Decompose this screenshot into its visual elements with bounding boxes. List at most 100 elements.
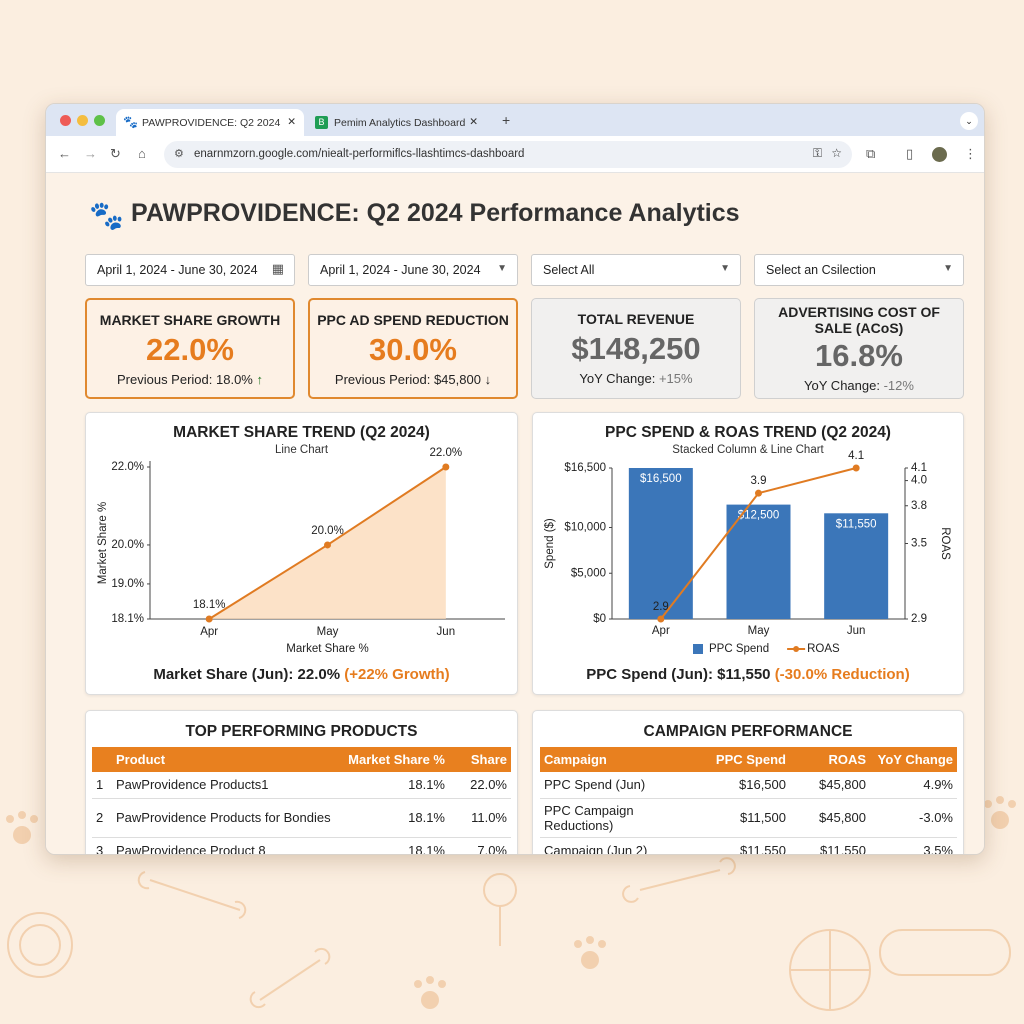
table-cell: 22.0% — [449, 772, 511, 799]
site-info-icon[interactable]: ⚙ — [174, 148, 184, 160]
table-cell: $16,500 — [690, 772, 790, 799]
close-button[interactable] — [60, 115, 71, 126]
table-title: TOP PERFORMING PRODUCTS — [185, 723, 418, 740]
table-row: 3 PawProvidence Product 8 18.1% 7.0% — [92, 837, 511, 854]
tab-close[interactable]: ✕ — [469, 116, 478, 128]
table-title: CAMPAIGN PERFORMANCE — [643, 723, 853, 740]
table-cell: 11.0% — [449, 798, 511, 838]
data-label: 20.0% — [311, 525, 344, 537]
url-field[interactable]: ⚙ enarnmzorn.google.com/niealt-performif… — [164, 141, 852, 168]
key-icon[interactable]: ⚿ — [812, 146, 822, 160]
kpi-note-value: -12% — [883, 378, 914, 393]
profile-avatar[interactable] — [932, 147, 947, 162]
table-card: CAMPAIGN PERFORMANCE Campaign PPC Spend RO… — [532, 710, 964, 854]
table-cell: Campaign (Jun 2) — [540, 837, 690, 854]
y-tick-label: 22.0% — [111, 461, 144, 473]
dropdown-caret: ▼ — [497, 263, 507, 274]
header-cell: Product — [112, 747, 337, 772]
kpi-value: 30.0% — [369, 332, 457, 367]
bar — [824, 513, 889, 619]
dropdown-caret: ▼ — [943, 263, 953, 274]
x-axis-label: Market Share % — [286, 643, 368, 655]
table-row: PPC Spend (Jun) $16,500 $45,800 4.9% — [540, 772, 957, 799]
date-filter[interactable]: April 1, 2024 - June 30, 2024 ▦ — [85, 254, 295, 286]
kpi-note-label: YoY Change: — [579, 371, 656, 386]
collection-dropdown[interactable]: Select an Csilection ▼ — [754, 254, 964, 286]
table-cell: 18.1% — [337, 837, 449, 854]
extensions-button[interactable]: ⧉ — [866, 146, 876, 161]
products-table: Product Market Share % Share 1 PawProvidence… — [92, 747, 511, 854]
menu-button[interactable]: ⋮ — [964, 146, 977, 161]
y-axis-label: Spend ($) — [544, 518, 556, 569]
table-cell: $11,550 — [690, 837, 790, 854]
filter-text: April 1, 2024 - June 30, 2024 — [320, 263, 481, 277]
chart-card: 18.1% 19.0% 20.0% 22.0% 18.1% Apr 20.0% May 22.0… — [85, 412, 518, 695]
header-cell: ROAS — [790, 747, 870, 772]
table-head: Product Market Share % Share — [92, 747, 511, 772]
up-arrow: ↑ — [256, 372, 264, 387]
table-row: Campaign (Jun 2) $11,550 $11,550 3.5% — [540, 837, 957, 854]
bar-label: $12,500 — [738, 510, 780, 522]
point — [755, 489, 762, 497]
area — [209, 467, 446, 619]
kpi-value: $148,250 — [571, 331, 701, 366]
table-cell: PPC Campaign Reductions) — [540, 798, 690, 838]
filter-text: Select All — [543, 263, 595, 277]
kpi-title: TOTAL REVENUE — [577, 311, 695, 327]
back-button[interactable]: ← — [58, 146, 71, 161]
header-cell: Share — [449, 747, 511, 772]
x-tick-label: Jun — [847, 625, 866, 637]
x-tick-label: May — [748, 625, 770, 637]
header-cell: Market Share % — [337, 747, 449, 772]
table-card: TOP PERFORMING PRODUCTS Product Market Sh… — [85, 710, 518, 854]
y-tick-label: $16,500 — [564, 462, 606, 474]
kpi-note-value: 18.0% — [216, 372, 253, 387]
table-row: PPC Campaign Reductions) $11,500 $45,800 -3… — [540, 798, 957, 838]
header-cell: PPC Spend — [690, 747, 790, 772]
y-tick-label: $5,000 — [571, 567, 606, 579]
home-button[interactable]: ⌂ — [138, 146, 146, 161]
sidebar-button[interactable]: ▯ — [906, 146, 914, 161]
select-dropdown[interactable]: Select All ▼ — [531, 254, 741, 286]
table-cell: 18.1% — [337, 798, 449, 838]
table-cell: 3 — [92, 837, 112, 854]
footer-highlight: (-30.0% Reduction) — [774, 666, 910, 683]
tab-icon: 🐾 — [123, 115, 138, 129]
bookmark-star[interactable]: ☆ — [831, 146, 842, 160]
address-bar: ← → ↻ ⌂ ⚙ enarnmzorn.google.com/niealt-p… — [46, 136, 984, 173]
calendar-icon: ▦ — [271, 261, 284, 276]
kpi-card: ADVERTISING COST OF SALE (ACoS) 16.8% Yo… — [754, 298, 964, 399]
data-label: 22.0% — [430, 447, 463, 459]
kpi-note: YoY Change: -12% — [755, 378, 963, 393]
y2-tick-label: 4.1 — [911, 462, 927, 474]
chart-card: $0 $5,000 $10,000 $16,500 2.9 3.5 3.8 4.0 4.1 $16… — [532, 412, 964, 695]
tab-menu[interactable]: ⌄ — [960, 112, 978, 130]
y2-tick-label: 3.8 — [911, 500, 927, 512]
date-dropdown[interactable]: April 1, 2024 - June 30, 2024 ▼ — [308, 254, 518, 286]
reload-button[interactable]: ↻ — [110, 146, 121, 161]
campaign-table: Campaign PPC Spend ROAS YoY Change PPC Spend… — [540, 747, 957, 854]
bar-label: $16,500 — [640, 473, 682, 485]
dashboard-title: PAWPROVIDENCE: Q2 2024 Performance Analy… — [131, 199, 740, 227]
maximize-button[interactable] — [94, 115, 105, 126]
chart-subtitle: Stacked Column & Line Chart — [672, 444, 824, 456]
forward-button[interactable]: → — [84, 146, 97, 161]
table-cell: -3.0% — [870, 798, 957, 838]
legend-swatch — [693, 644, 703, 654]
tab[interactable]: B Pemim Analytics Dashboard ✕ — [308, 109, 486, 136]
table-cell: PPC Spend (Jun) — [540, 772, 690, 799]
new-tab-button[interactable]: + — [502, 112, 511, 128]
table-cell: $11,500 — [690, 798, 790, 838]
minimize-button[interactable] — [77, 115, 88, 126]
combo-chart: $0$5,000$10,000$16,5002.93.53.84.04.1$16… — [544, 450, 951, 655]
table-cell: PawProvidence Product 8 — [112, 837, 337, 854]
point — [442, 463, 450, 471]
chart-subtitle: Line Chart — [274, 444, 329, 456]
tab-close[interactable]: ✕ — [287, 116, 296, 128]
kpi-card: TOTAL REVENUE $148,250 YoY Change: +15% — [531, 298, 741, 399]
kpi-card: PPC AD SPEND REDUCTION 30.0% Previous Pe… — [308, 298, 518, 399]
table-cell: $11,550 — [790, 837, 870, 854]
tab-active[interactable]: 🐾 PAWPROVIDENCE: Q2 2024 ✕ — [116, 109, 304, 136]
